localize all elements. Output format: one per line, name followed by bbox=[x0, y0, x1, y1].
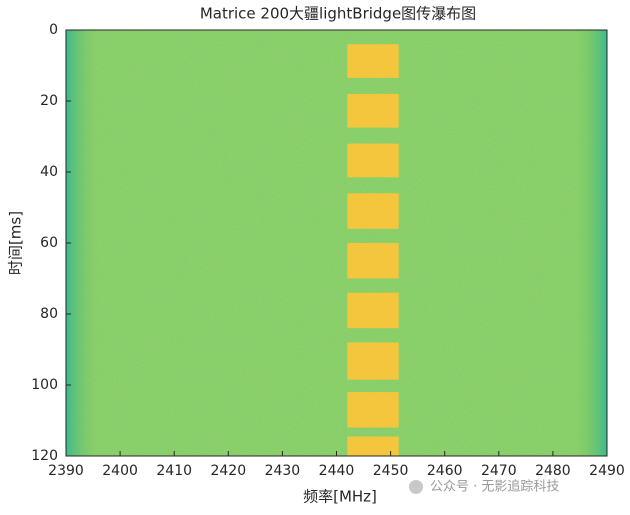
watermark: 公众号 · 无影追踪科技 bbox=[430, 479, 559, 495]
x-tick-label: 2470 bbox=[481, 463, 517, 479]
y-axis-label: 时间[ms] bbox=[7, 211, 25, 275]
y-tick-label: 80 bbox=[40, 306, 58, 322]
x-tick-label: 2410 bbox=[156, 463, 192, 479]
y-tick-label: 120 bbox=[31, 448, 58, 464]
burst bbox=[347, 193, 399, 229]
watermark-icon bbox=[409, 480, 423, 494]
burst bbox=[347, 243, 399, 279]
x-axis-label: 频率[MHz] bbox=[303, 488, 377, 506]
chart-title: Matrice 200大疆lightBridge图传瀑布图 bbox=[200, 5, 476, 23]
y-tick-label: 20 bbox=[40, 93, 58, 109]
x-tick-label: 2450 bbox=[373, 463, 409, 479]
burst bbox=[347, 392, 399, 428]
x-tick-label: 2430 bbox=[265, 463, 301, 479]
burst bbox=[347, 44, 399, 78]
y-tick-label: 40 bbox=[40, 164, 58, 180]
burst bbox=[347, 143, 399, 178]
x-tick-label: 2480 bbox=[535, 463, 571, 479]
burst bbox=[347, 342, 399, 380]
y-tick-label: 100 bbox=[31, 377, 58, 393]
x-tick-label: 2440 bbox=[319, 463, 355, 479]
burst bbox=[347, 292, 399, 329]
burst bbox=[347, 93, 399, 128]
x-tick-label: 2460 bbox=[427, 463, 463, 479]
burst bbox=[347, 436, 399, 456]
plot-area bbox=[65, 29, 608, 457]
y-tick-label: 0 bbox=[49, 22, 58, 38]
x-tick-label: 2400 bbox=[102, 463, 138, 479]
x-tick-label: 2420 bbox=[210, 463, 246, 479]
x-tick-label: 2390 bbox=[48, 463, 84, 479]
edge-shading bbox=[66, 30, 607, 456]
y-tick-label: 60 bbox=[40, 235, 58, 251]
x-tick-label: 2490 bbox=[589, 463, 625, 479]
